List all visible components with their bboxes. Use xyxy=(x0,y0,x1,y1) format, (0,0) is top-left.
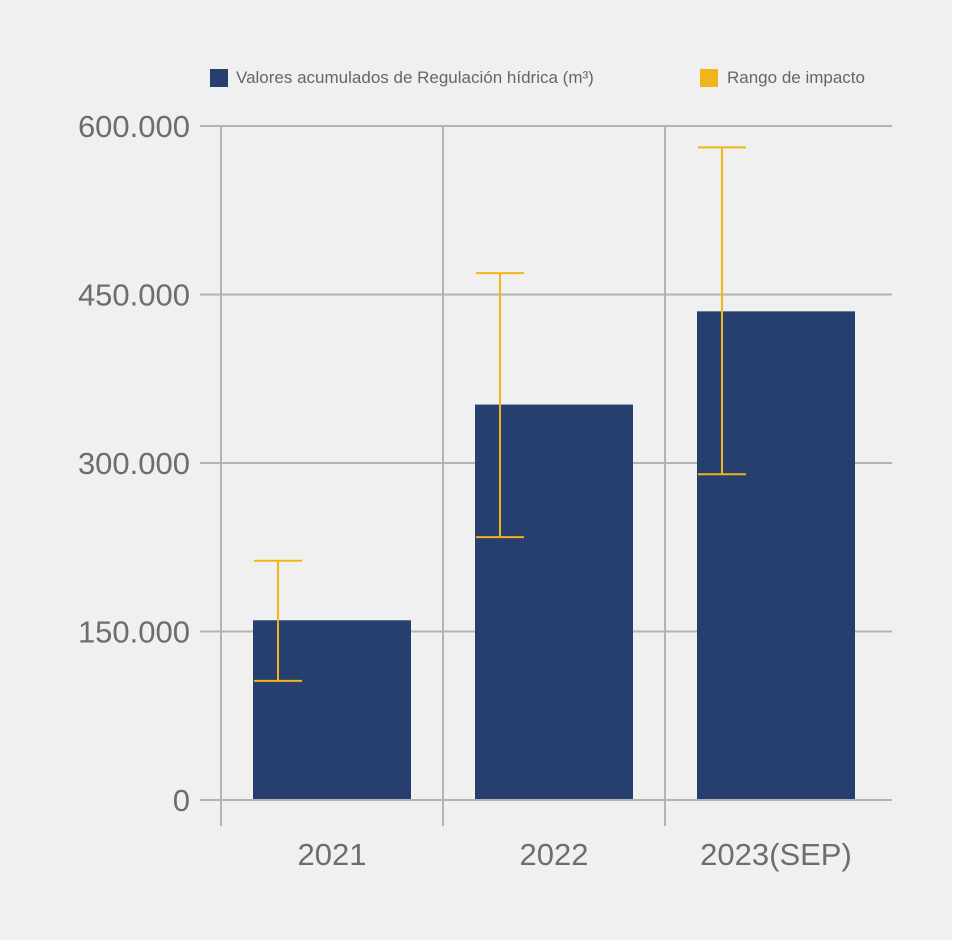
y-tick-label: 0 xyxy=(173,783,190,818)
y-tick-label: 300.000 xyxy=(78,446,190,481)
legend-label-range: Rango de impacto xyxy=(727,68,865,87)
legend-swatch-series xyxy=(210,69,228,87)
bar-2022 xyxy=(475,404,633,800)
y-tick-label: 450.000 xyxy=(78,278,190,313)
legend-label-series: Valores acumulados de Regulación hídrica… xyxy=(236,68,594,87)
x-tick-label: 2022 xyxy=(520,837,589,872)
x-tick-label: 2023(SEP) xyxy=(700,837,852,872)
legend-swatch-range xyxy=(700,69,718,87)
bar-2021 xyxy=(253,620,411,800)
y-tick-label: 150.000 xyxy=(78,615,190,650)
x-tick-label: 2021 xyxy=(298,837,367,872)
bar-2023(SEP) xyxy=(697,311,855,800)
y-tick-label: 600.000 xyxy=(78,109,190,144)
